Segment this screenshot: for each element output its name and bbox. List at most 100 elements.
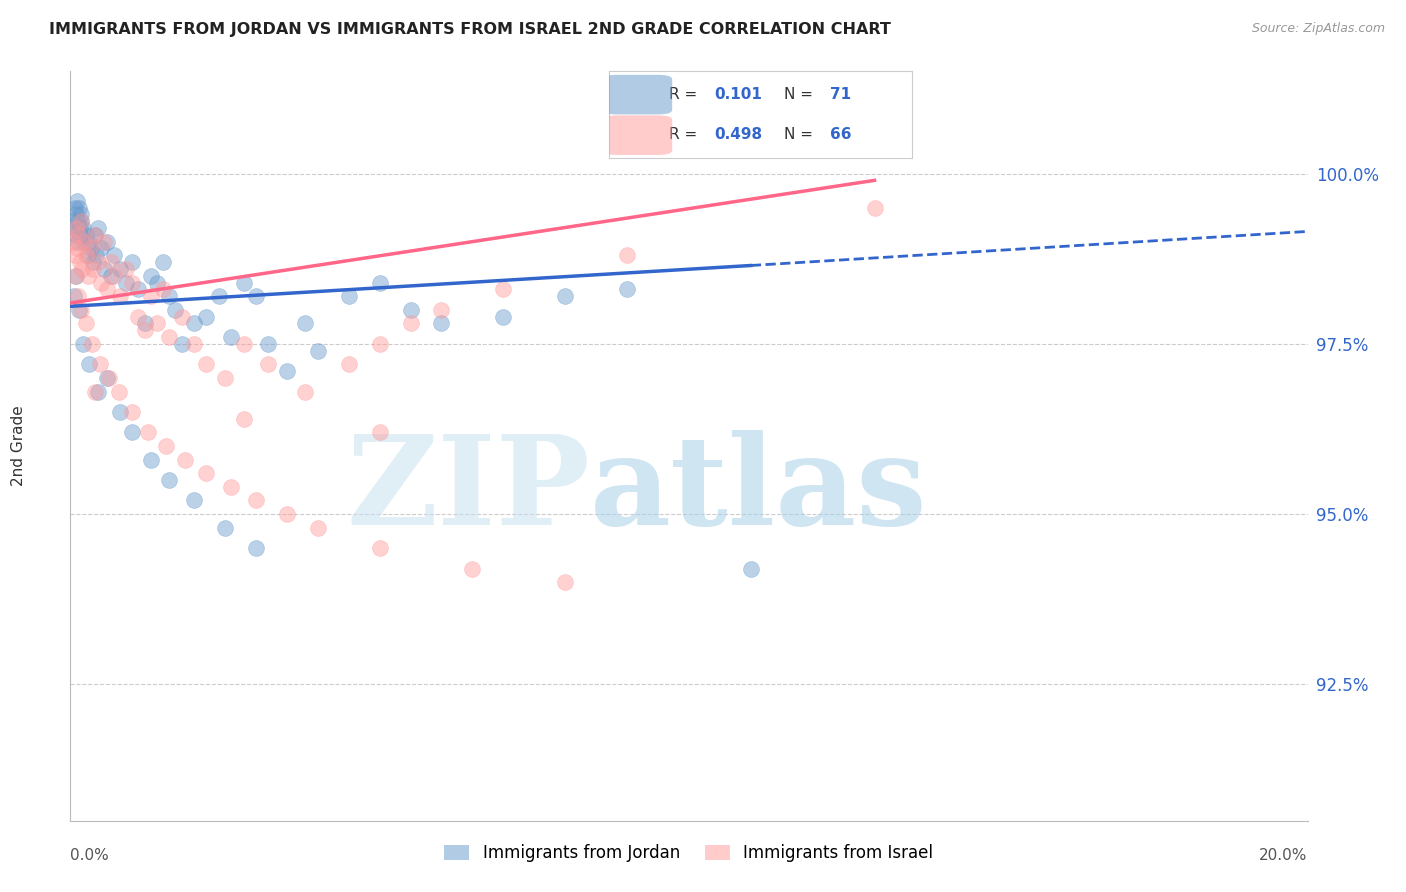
Point [67,302,90,317]
Point [368,541,391,556]
Point [294,384,316,399]
Point [155,439,177,453]
Point [616,282,638,296]
Point [170,336,193,351]
Point [70,261,93,276]
Point [183,493,205,508]
Point [65,221,87,235]
Point [863,201,886,215]
Point [183,336,205,351]
Point [219,330,242,344]
Point [127,310,149,324]
Point [173,452,195,467]
Point [96,371,118,385]
Point [65,268,87,283]
Point [65,221,87,235]
Point [72,336,94,351]
Point [84,227,107,242]
Point [146,317,169,331]
Legend: Immigrants from Jordan, Immigrants from Israel: Immigrants from Jordan, Immigrants from … [437,838,941,869]
Point [257,336,280,351]
Point [67,214,90,228]
Point [80,336,103,351]
Point [75,227,97,242]
Point [82,255,104,269]
Point [307,521,329,535]
Point [430,302,453,317]
Point [97,371,120,385]
Point [146,276,169,290]
Point [108,405,131,419]
Point [63,248,86,262]
Point [307,343,329,358]
Point [208,289,231,303]
Point [62,235,84,249]
Point [65,268,87,283]
Point [294,317,316,331]
Point [103,248,125,262]
Point [77,357,100,371]
Point [232,276,254,290]
Point [79,242,101,256]
Point [66,235,89,249]
Text: atlas: atlas [591,431,928,551]
Point [136,425,159,440]
Point [139,268,162,283]
Point [75,248,97,262]
Point [276,507,298,521]
Point [492,310,515,324]
Point [67,201,90,215]
Point [93,261,115,276]
Point [368,276,391,290]
Point [121,255,143,269]
Point [100,255,122,269]
Point [72,221,94,235]
Text: ZIP: ZIP [346,431,591,551]
Point [232,411,254,425]
Point [139,289,162,303]
Point [67,227,90,242]
Point [70,214,93,228]
Point [195,310,218,324]
Text: 20.0%: 20.0% [1260,848,1308,863]
Point [90,276,112,290]
Point [157,289,180,303]
Point [121,276,143,290]
Point [80,242,103,256]
Point [69,227,91,242]
Point [219,480,242,494]
Point [616,248,638,262]
Point [65,227,87,242]
Point [554,575,576,590]
Point [76,268,98,283]
Point [62,214,84,228]
Point [100,268,122,283]
Point [134,317,156,331]
Point [430,317,453,331]
Point [66,194,89,208]
Point [157,330,180,344]
Point [93,235,115,249]
Point [165,302,187,317]
Point [492,282,515,296]
Point [69,214,91,228]
Point [337,289,360,303]
Point [152,282,174,296]
Point [108,289,131,303]
Point [96,235,118,249]
Point [87,255,110,269]
Text: IMMIGRANTS FROM JORDAN VS IMMIGRANTS FROM ISRAEL 2ND GRADE CORRELATION CHART: IMMIGRANTS FROM JORDAN VS IMMIGRANTS FRO… [49,22,891,37]
Point [245,289,267,303]
Point [368,425,391,440]
Point [232,336,254,351]
Point [170,310,193,324]
Text: Source: ZipAtlas.com: Source: ZipAtlas.com [1251,22,1385,36]
Point [245,541,267,556]
Point [115,261,138,276]
Point [214,371,236,385]
Point [134,323,156,337]
Point [121,425,143,440]
Point [195,467,218,481]
Point [73,235,96,249]
Point [276,364,298,378]
